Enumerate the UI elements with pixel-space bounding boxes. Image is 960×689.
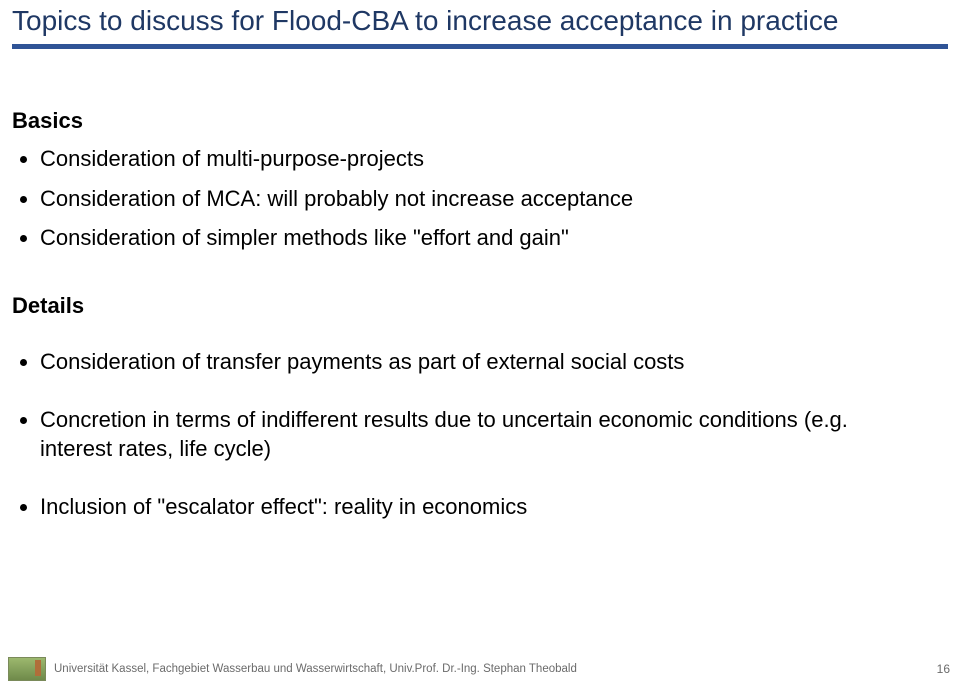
details-list: Consideration of transfer payments as pa… [12, 347, 920, 522]
basics-list: Consideration of multi-purpose-projects … [12, 144, 920, 253]
list-item: Consideration of simpler methods like "e… [40, 223, 920, 253]
list-item: Consideration of transfer payments as pa… [40, 347, 920, 377]
details-heading: Details [12, 293, 920, 319]
slide: Topics to discuss for Flood-CBA to incre… [0, 0, 960, 689]
footer-text: Universität Kassel, Fachgebiet Wasserbau… [54, 663, 577, 675]
slide-title: Topics to discuss for Flood-CBA to incre… [12, 6, 948, 37]
university-logo-icon [8, 657, 46, 681]
page-number: 16 [937, 662, 950, 676]
footer-left: Universität Kassel, Fachgebiet Wasserbau… [8, 657, 577, 681]
list-item: Consideration of multi-purpose-projects [40, 144, 920, 174]
list-item: Inclusion of "escalator effect": reality… [40, 492, 920, 522]
list-item: Concretion in terms of indifferent resul… [40, 405, 920, 464]
basics-heading: Basics [12, 108, 920, 134]
title-underline [12, 44, 948, 49]
slide-footer: Universität Kassel, Fachgebiet Wasserbau… [8, 657, 950, 681]
slide-body: Basics Consideration of multi-purpose-pr… [12, 90, 920, 550]
list-item: Consideration of MCA: will probably not … [40, 184, 920, 214]
